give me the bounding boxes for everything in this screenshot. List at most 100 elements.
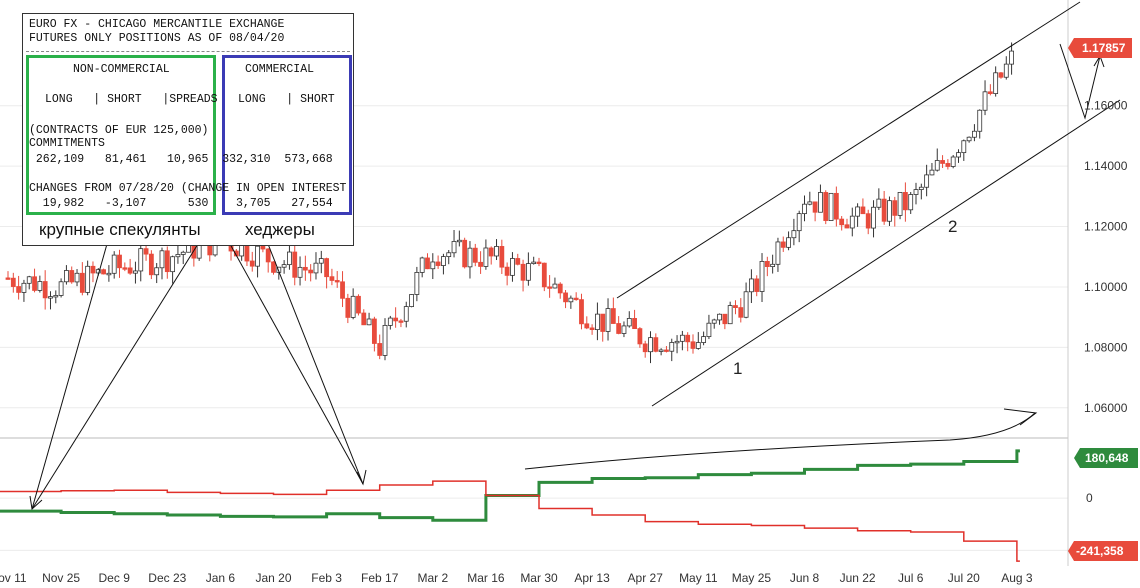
- candle-body: [701, 336, 707, 343]
- candle-body: [456, 239, 462, 243]
- x-tick-label: Dec 23: [148, 571, 186, 585]
- candle-body: [488, 247, 494, 257]
- candle-body: [324, 258, 330, 278]
- commercial-header: COMMERCIAL: [245, 63, 315, 76]
- candle-body: [451, 241, 457, 254]
- channel-upper-line: [616, 1, 1081, 299]
- hedgers-pointer-arrowhead: [356, 469, 367, 486]
- candle-body: [812, 201, 818, 213]
- candle-body: [727, 305, 733, 325]
- candle-body: [711, 319, 717, 324]
- candle-body: [669, 342, 675, 352]
- candle-body: [541, 262, 547, 288]
- candle-body: [525, 263, 531, 281]
- price-y-tick-label: 1.08000: [1084, 340, 1128, 354]
- changes-values: 19,982 -3,107 530 3,705 27,554: [29, 197, 333, 210]
- candle-body: [430, 261, 436, 270]
- price-badge-text: 1.17857: [1082, 41, 1126, 55]
- candle-body: [674, 340, 680, 344]
- annotation-point-2: 2: [948, 217, 957, 236]
- cot-report-table: EURO FX - CHICAGO MERCANTILE EXCHANGE FU…: [22, 13, 354, 246]
- candle-body: [764, 261, 770, 268]
- candle-body: [58, 281, 64, 296]
- channel-lines: [29, 1, 1121, 510]
- candle-body: [510, 258, 515, 276]
- candle-body: [74, 272, 80, 283]
- candle-body: [876, 198, 882, 208]
- candle-body: [759, 261, 765, 292]
- net-short-badge: -241,358: [1068, 541, 1138, 561]
- price-y-tick-label: 1.10000: [1084, 280, 1128, 294]
- price-badge: 1.17857: [1068, 38, 1132, 58]
- candle-body: [547, 286, 553, 289]
- candle-body: [621, 325, 627, 334]
- candle-body: [356, 295, 361, 314]
- candle-body: [749, 278, 754, 293]
- forecast-arrow-path: [1059, 43, 1101, 120]
- candle-body: [361, 312, 367, 326]
- candle-body: [159, 250, 165, 269]
- candle-body: [350, 295, 356, 318]
- candle-body: [966, 136, 972, 142]
- candle-body: [579, 299, 584, 325]
- candle-body: [414, 272, 420, 295]
- hedgers-pointer-line-b: [267, 243, 364, 485]
- x-tick-label: Apr 13: [574, 571, 610, 585]
- cot-separator: [26, 51, 350, 52]
- candle-body: [956, 152, 961, 158]
- price-y-tick-label: 1.12000: [1084, 220, 1128, 234]
- candle-body: [419, 257, 425, 273]
- candle-body: [398, 320, 404, 323]
- x-tick-label: Mar 30: [520, 571, 558, 585]
- candle-body: [21, 282, 27, 293]
- candle-body: [504, 266, 510, 276]
- net-long-badge-text: 180,648: [1085, 451, 1129, 465]
- candle-body: [982, 91, 988, 111]
- candle-body: [998, 72, 1004, 78]
- x-tick-label: Feb 17: [361, 571, 399, 585]
- candle-body: [929, 169, 935, 176]
- candle-body: [595, 313, 600, 331]
- candle-body: [844, 224, 850, 229]
- channel-lower-line: [651, 99, 1121, 407]
- candle-body: [42, 281, 48, 299]
- candle-body: [573, 297, 579, 301]
- candle-body: [871, 206, 876, 229]
- candle-body: [924, 174, 930, 188]
- candle-body: [818, 192, 823, 213]
- candle-body: [16, 286, 22, 293]
- cot-title-line1: EURO FX - CHICAGO MERCANTILE EXCHANGE: [29, 18, 285, 31]
- candle-body: [127, 267, 133, 274]
- hedgers-caption: хеджеры: [245, 220, 315, 239]
- candle-body: [180, 251, 186, 255]
- candle-body: [780, 241, 786, 248]
- candle-body: [340, 281, 345, 299]
- commercial-columns: LONG | SHORT: [238, 93, 335, 106]
- candle-body: [53, 295, 59, 298]
- candle-body: [828, 192, 834, 221]
- candle-body: [175, 254, 181, 258]
- x-tick-label: May 25: [732, 571, 772, 585]
- candle-body: [918, 186, 924, 190]
- candle-body: [658, 349, 664, 352]
- candle-body: [802, 203, 807, 215]
- x-tick-label: Jan 20: [255, 571, 291, 585]
- candle-body: [738, 307, 744, 318]
- candle-body: [462, 239, 468, 268]
- candle-body: [520, 263, 526, 281]
- candle-body: [403, 306, 409, 322]
- speculators-pointer-line-b: [31, 243, 199, 510]
- speculators-caption: крупные спекулянты: [39, 220, 201, 239]
- candle-body: [616, 323, 622, 334]
- commitments-label: COMMITMENTS: [29, 137, 105, 150]
- candle-body: [249, 260, 255, 267]
- candle-body: [610, 308, 616, 324]
- net-short-badge-text: -241,358: [1076, 544, 1124, 558]
- x-tick-label: Nov 11: [0, 571, 27, 585]
- candle-body: [37, 281, 43, 291]
- candle-body: [148, 253, 154, 276]
- candle-body: [441, 256, 446, 266]
- candle-body: [297, 266, 303, 278]
- x-axis-labels: Nov 11 Nov 25 Dec 9 Dec 23 Jan 6 Jan 20 Feb 3 F…: [0, 571, 1033, 585]
- candle-body: [95, 269, 101, 274]
